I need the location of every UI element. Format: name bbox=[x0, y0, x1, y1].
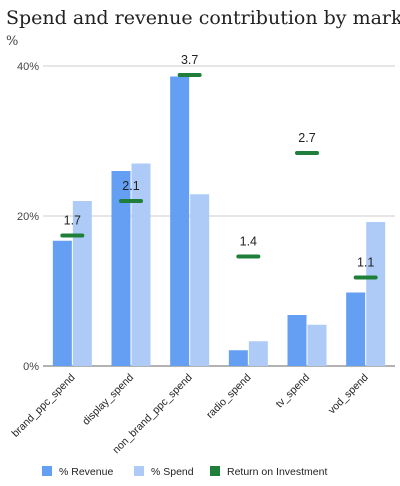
bar-revenue-display_spend[interactable] bbox=[111, 171, 131, 366]
category-label: brand_ppc_spend bbox=[10, 372, 78, 440]
legend-label[interactable]: % Revenue bbox=[59, 466, 113, 478]
category-label: tv_spend bbox=[273, 372, 312, 411]
bar-spend-display_spend[interactable] bbox=[131, 163, 151, 367]
bar-revenue-tv_spend[interactable] bbox=[287, 315, 307, 366]
legend-swatch bbox=[134, 466, 144, 476]
x-axis-categories: brand_ppc_spend display_spendnon_brand_pp… bbox=[10, 372, 371, 457]
y-tick-label: 40% bbox=[17, 61, 39, 73]
bar-revenue-brand_ppc_spend[interactable] bbox=[52, 240, 72, 366]
bar-spend-vod_spend[interactable] bbox=[366, 222, 386, 366]
bar-revenue-non_brand_ppc_spend[interactable] bbox=[170, 76, 190, 367]
roi-value-label: 2.1 bbox=[122, 179, 139, 193]
roi-value-label: 3.7 bbox=[181, 53, 198, 67]
roi-value-label: 1.4 bbox=[240, 235, 257, 249]
legend: % Revenue % Spend Return on Investment bbox=[42, 466, 327, 478]
y-tick-label: 20% bbox=[17, 211, 39, 223]
y-axis-unit: % bbox=[6, 34, 18, 49]
legend-label[interactable]: Return on Investment bbox=[227, 466, 327, 478]
bar-spend-tv_spend[interactable] bbox=[307, 324, 327, 366]
bars bbox=[52, 76, 386, 367]
roi-value-label: 1.1 bbox=[357, 256, 374, 270]
category-label: display_spend bbox=[80, 372, 136, 428]
roi-value-label: 2.7 bbox=[298, 131, 315, 145]
y-axis-ticks: 0% 20% 40% bbox=[17, 61, 39, 373]
roi-value-label: 1.7 bbox=[64, 214, 81, 228]
legend-swatch bbox=[210, 466, 220, 476]
bar-spend-brand_ppc_spend[interactable] bbox=[72, 201, 92, 366]
roi-markers: 1.7 2.1 3.7 1.4 2.7 1.1 bbox=[60, 53, 378, 280]
bar-revenue-radio_spend[interactable] bbox=[228, 350, 248, 366]
gridlines bbox=[43, 65, 395, 367]
y-tick-label: 0% bbox=[23, 361, 39, 373]
category-label: vod_spend bbox=[326, 372, 371, 417]
category-label: radio_spend bbox=[204, 372, 253, 421]
legend-label[interactable]: % Spend bbox=[151, 466, 194, 478]
legend-swatch bbox=[42, 466, 52, 476]
chart-title: Spend and revenue contribution by market… bbox=[6, 7, 400, 29]
bar-revenue-vod_spend[interactable] bbox=[346, 292, 366, 367]
bar-spend-non_brand_ppc_spend[interactable] bbox=[190, 194, 210, 366]
bar-spend-radio_spend[interactable] bbox=[248, 341, 268, 366]
